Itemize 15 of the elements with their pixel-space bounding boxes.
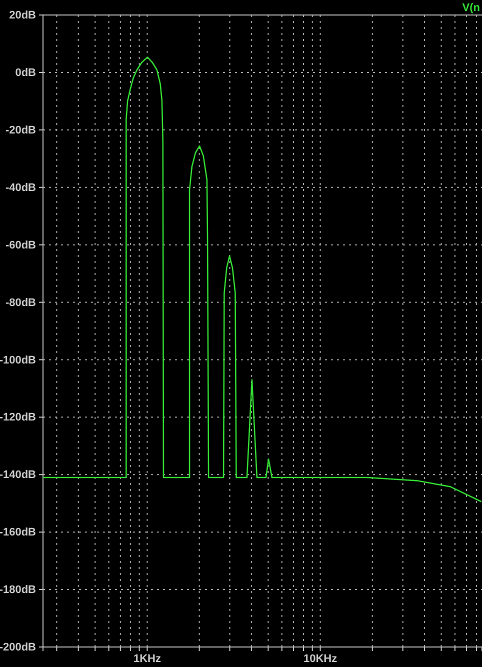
x-tick-label: 10KHz	[303, 652, 338, 665]
y-tick-label: -120dB	[0, 412, 36, 424]
y-tick-label: 20dB	[9, 10, 36, 22]
text: V(n	[462, 2, 480, 14]
y-tick-label: -20dB	[5, 124, 36, 136]
y-tick-label: -60dB	[5, 239, 36, 252]
y-tick-label: 0dB	[15, 66, 36, 79]
y-tick-label: -160dB	[0, 526, 36, 539]
y-tick-label: -40dB	[5, 182, 36, 194]
x-tick-label: 1KHz	[133, 652, 162, 665]
y-tick-label: -100dB	[0, 354, 36, 366]
y-tick-label: -80dB	[5, 296, 36, 309]
y-tick-label: -180dB	[0, 584, 36, 596]
y-tick-label: -200dB	[0, 642, 36, 654]
y-tick-label: -140dB	[0, 469, 36, 482]
